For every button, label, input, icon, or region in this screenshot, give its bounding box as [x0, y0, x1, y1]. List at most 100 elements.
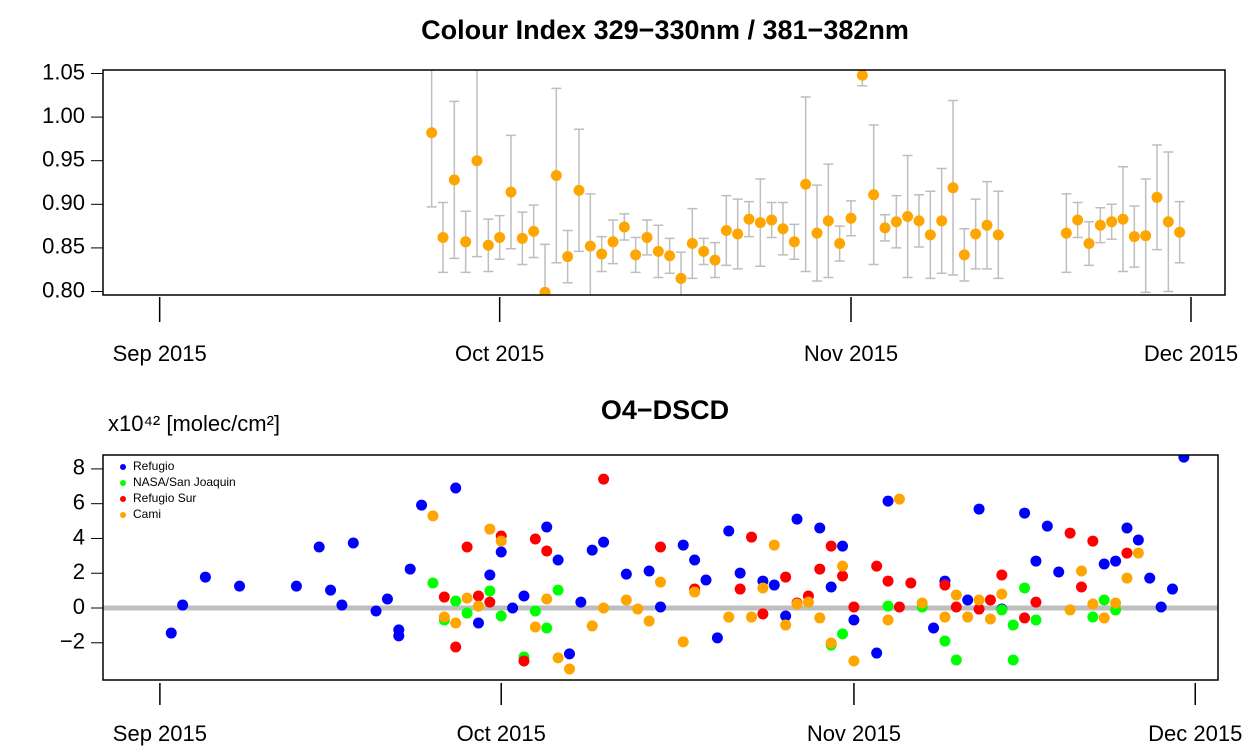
data-point: [416, 499, 428, 511]
data-point: [677, 539, 689, 551]
data-point: [177, 599, 189, 611]
y-tick-label: 2: [73, 559, 85, 584]
data-point: [529, 621, 541, 633]
data-point: [757, 582, 769, 594]
data-point: [632, 603, 644, 615]
data-point: [1140, 230, 1152, 242]
data-point: [438, 611, 450, 623]
data-point: [472, 617, 484, 629]
data-point: [541, 593, 553, 605]
data-point: [890, 216, 902, 228]
y-tick-label: −2: [60, 629, 85, 654]
data-point: [768, 579, 780, 591]
data-point: [791, 598, 803, 610]
data-point: [562, 251, 574, 263]
y-tick-label: 8: [73, 455, 85, 480]
data-point: [848, 614, 860, 626]
data-point: [788, 236, 800, 248]
legend-label: Refugio Sur: [133, 491, 196, 505]
data-point: [1019, 582, 1031, 594]
data-point: [845, 212, 857, 224]
data-point: [563, 663, 575, 675]
data-point: [916, 597, 928, 609]
data-point: [552, 652, 564, 664]
data-point: [1144, 572, 1156, 584]
data-point: [962, 594, 974, 606]
data-point: [1041, 520, 1053, 532]
data-point: [1019, 612, 1031, 624]
y-tick-label: 0.85: [42, 234, 85, 259]
data-point: [552, 584, 564, 596]
data-point: [450, 595, 462, 607]
data-point: [973, 603, 985, 615]
data-point: [618, 221, 630, 233]
data-point: [461, 592, 473, 604]
data-point: [700, 574, 712, 586]
data-point: [746, 611, 758, 623]
data-point: [484, 523, 496, 535]
y-tick-label: 1.05: [42, 59, 85, 84]
data-point: [893, 601, 905, 613]
data-point: [689, 554, 701, 566]
data-point: [1064, 527, 1076, 539]
data-point: [472, 590, 484, 602]
data-point: [902, 211, 914, 223]
data-point: [234, 580, 246, 592]
data-point: [290, 580, 302, 592]
plot-frame: [102, 454, 1219, 681]
data-point: [777, 223, 789, 235]
data-point: [757, 608, 769, 620]
data-point: [1007, 619, 1019, 631]
data-point: [893, 493, 905, 505]
data-point: [1060, 227, 1072, 239]
data-point: [1155, 601, 1167, 613]
data-point: [1094, 219, 1106, 231]
chart-title: O4−DSCD: [601, 395, 729, 425]
data-point: [939, 611, 951, 623]
data-point: [620, 568, 632, 580]
data-point: [882, 614, 894, 626]
data-point: [643, 615, 655, 627]
data-point: [336, 599, 348, 611]
data-point: [450, 482, 462, 494]
data-point: [598, 473, 610, 485]
data-point: [1166, 583, 1178, 595]
data-point: [814, 612, 826, 624]
y-axis-label: x10⁴² [molec/cm²]: [108, 411, 280, 436]
data-point: [484, 585, 496, 597]
data-point: [573, 184, 585, 196]
data-point: [780, 610, 792, 622]
data-point: [1128, 231, 1140, 243]
data-point: [393, 630, 405, 642]
data-point: [518, 655, 530, 667]
data-point: [516, 232, 528, 244]
data-point: [529, 533, 541, 545]
data-point: [856, 70, 868, 81]
data-point: [427, 510, 439, 522]
data-point: [1072, 214, 1084, 226]
data-point: [973, 503, 985, 515]
data-point: [448, 174, 460, 186]
data-point: [868, 189, 880, 201]
data-point: [720, 224, 732, 236]
data-point: [1064, 604, 1076, 616]
data-point: [871, 647, 883, 659]
data-point: [848, 655, 860, 667]
data-point: [438, 591, 450, 603]
data-point: [675, 272, 687, 284]
data-point: [939, 635, 951, 647]
data-point: [950, 601, 962, 613]
data-point: [404, 563, 416, 575]
data-point: [709, 254, 721, 266]
data-point: [584, 240, 596, 252]
data-point: [575, 596, 587, 608]
data-point: [1098, 612, 1110, 624]
data-point: [780, 571, 792, 583]
data-point: [1151, 191, 1163, 203]
y-tick-label: 0.80: [42, 277, 85, 302]
data-point: [825, 637, 837, 649]
data-point: [426, 127, 438, 139]
data-point: [882, 495, 894, 507]
y-tick-label: 4: [73, 524, 85, 549]
data-point: [370, 605, 382, 617]
